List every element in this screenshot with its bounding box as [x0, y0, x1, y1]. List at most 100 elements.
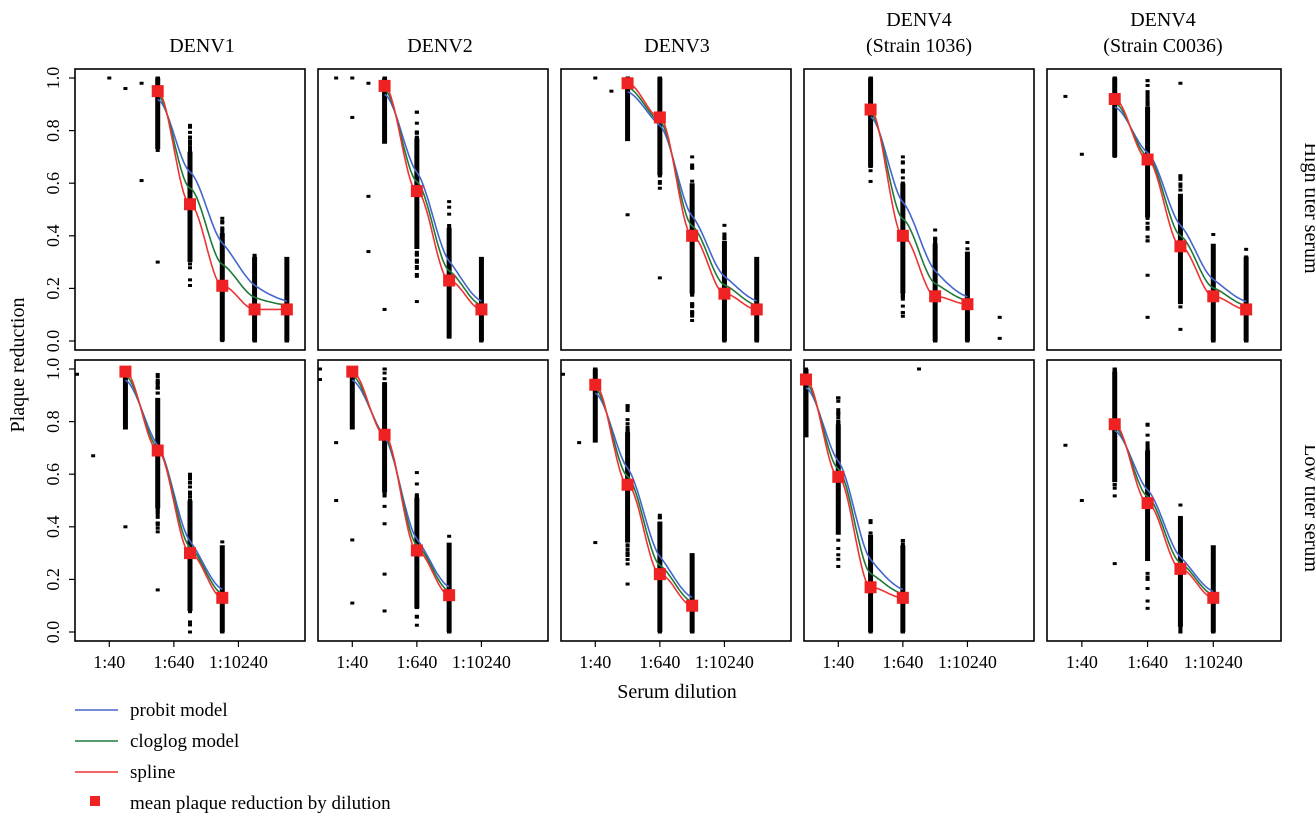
mean-marker	[864, 103, 877, 116]
y-tick-label: 0.2	[43, 277, 63, 300]
raw-point	[836, 553, 841, 557]
probit-curve	[627, 91, 757, 302]
mean-marker	[1207, 591, 1220, 604]
raw-point	[625, 562, 630, 566]
stray-point	[1178, 81, 1183, 85]
raw-point	[447, 205, 452, 209]
panel-frame	[1046, 359, 1282, 642]
x-tick-label: 1:640	[882, 652, 923, 672]
raw-point	[933, 242, 938, 246]
row-label-high: High titer serum	[1300, 142, 1315, 274]
raw-point	[155, 381, 160, 385]
stray-point	[334, 499, 339, 502]
legend-mean-label: mean plaque reduction by dilution	[130, 793, 391, 814]
stray-point	[414, 300, 419, 304]
panel-r2-c2: 1:40 1:640 1:10240	[317, 359, 549, 672]
x-tick-label: 1:40	[336, 652, 368, 672]
mean-marker	[653, 568, 666, 581]
raw-point	[625, 557, 630, 561]
x-tick-label: 1:640	[153, 652, 194, 672]
y-axis-title: Plaque reduction	[7, 298, 29, 433]
raw-point	[657, 516, 662, 520]
mean-marker	[1108, 93, 1121, 106]
raw-point	[188, 630, 192, 634]
raw-point	[1112, 367, 1117, 371]
mean-marker	[346, 365, 359, 378]
raw-point	[722, 236, 727, 240]
raw-point	[414, 265, 419, 269]
row-label-low: Low titer serum	[1300, 444, 1315, 572]
mean-marker	[1108, 418, 1121, 431]
raw-point	[625, 409, 630, 413]
raw-point	[1112, 486, 1117, 490]
mean-marker	[589, 378, 602, 391]
raw-point	[625, 404, 630, 408]
mean-marker	[750, 303, 763, 316]
raw-point	[220, 540, 225, 544]
raw-point	[722, 232, 727, 236]
raw-point	[836, 399, 841, 403]
raw-point	[657, 180, 662, 184]
raw-point	[1178, 182, 1183, 186]
raw-point	[900, 160, 905, 164]
raw-point	[155, 513, 160, 517]
stray-point	[382, 307, 387, 311]
cloglog-curve	[870, 112, 968, 302]
raw-point	[1178, 327, 1183, 331]
raw-point	[900, 304, 905, 308]
x-tick-label: 1:640	[639, 652, 680, 672]
stray-point	[997, 315, 1002, 319]
raw-point	[900, 181, 905, 185]
panel-frame	[560, 359, 792, 642]
raw-point	[965, 240, 970, 244]
raw-point	[414, 496, 419, 500]
raw-point	[868, 519, 873, 523]
raw-point	[188, 477, 192, 481]
y-tick-label: 0.2	[43, 568, 63, 591]
y-tick-label: 0.6	[43, 463, 63, 486]
raw-point	[188, 498, 192, 502]
y-tick-label: 1.0	[43, 358, 63, 381]
raw-point	[414, 482, 419, 486]
x-tick-label: 1:40	[579, 652, 611, 672]
raw-point	[1145, 83, 1150, 87]
stray-point	[625, 213, 630, 217]
raw-point	[155, 384, 160, 388]
stray-point	[107, 76, 112, 80]
raw-point	[220, 216, 225, 220]
raw-point	[155, 375, 160, 379]
raw-point	[1145, 423, 1150, 427]
cloglog-curve	[384, 89, 482, 306]
raw-point	[1145, 575, 1150, 579]
mean-marker	[378, 79, 391, 92]
raw-point	[1145, 235, 1150, 239]
stray-point	[155, 260, 160, 264]
stray-point	[350, 115, 355, 119]
raw-point	[625, 547, 630, 551]
stray-point	[593, 541, 598, 545]
x-tick-label: 1:10240	[452, 652, 511, 672]
raw-point	[155, 379, 160, 383]
raw-point	[188, 135, 192, 139]
y-tick-label: 0.0	[43, 330, 63, 353]
raw-point	[1178, 176, 1183, 180]
mean-marker	[151, 444, 164, 457]
raw-point	[1145, 225, 1150, 229]
raw-point	[155, 372, 160, 376]
raw-point	[1145, 571, 1150, 575]
mean-marker	[864, 581, 877, 594]
stray-point	[1063, 443, 1068, 447]
mean-marker	[1174, 240, 1187, 253]
mean-marker	[686, 599, 699, 612]
raw-point	[625, 422, 630, 426]
probit-curve	[805, 387, 904, 591]
mean-marker	[410, 185, 423, 198]
raw-point	[188, 472, 192, 476]
stray-point	[997, 336, 1002, 340]
raw-point	[900, 294, 905, 298]
raw-point	[690, 155, 695, 159]
col-title-4-line1: DENV4	[886, 9, 952, 31]
raw-point	[414, 623, 419, 627]
raw-point	[690, 166, 695, 170]
